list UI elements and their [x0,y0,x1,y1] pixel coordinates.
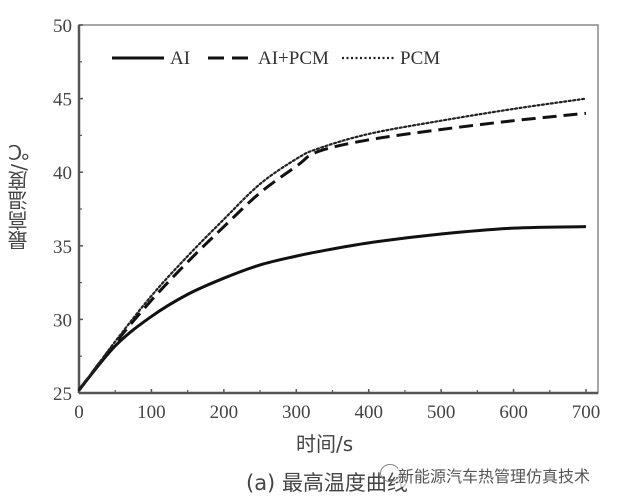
legend: AI AI+PCM PCM [112,48,440,69]
y-tick-label: 50 [53,16,72,37]
y-tick-label: 35 [53,237,72,258]
x-tick-label: 700 [572,402,601,423]
y-axis-label: 最高温度/℃ [7,140,31,251]
x-tick-label: 100 [137,402,166,423]
x-tick-label: 300 [282,402,311,423]
x-tick-label: 500 [427,402,456,423]
y-tick-label: 40 [53,163,72,184]
legend-label: AI+PCM [258,48,329,69]
series-ai-pcm [77,111,587,391]
y-tick-label: 30 [53,310,72,331]
wechat-icon [380,464,400,482]
series-ai [77,225,587,392]
series-pcm [77,97,588,392]
watermark: 新能源汽车热管理仿真技术 [398,463,591,487]
x-tick-label: 200 [210,402,239,423]
x-axis-label: 时间/s [296,432,354,456]
x-tick-label: 400 [354,402,383,423]
x-tick-label: 600 [499,402,528,423]
legend-label: PCM [400,48,440,69]
legend-label: AI [170,48,190,69]
plot-frame [77,24,599,395]
y-tick-label: 25 [53,384,72,405]
y-tick-label: 45 [53,90,72,111]
axis-ticks: 0 100 200 300 400 500 600 700 25 30 35 40 45 50 [53,16,600,423]
x-tick-label: 0 [74,402,84,423]
data-series [77,97,588,392]
